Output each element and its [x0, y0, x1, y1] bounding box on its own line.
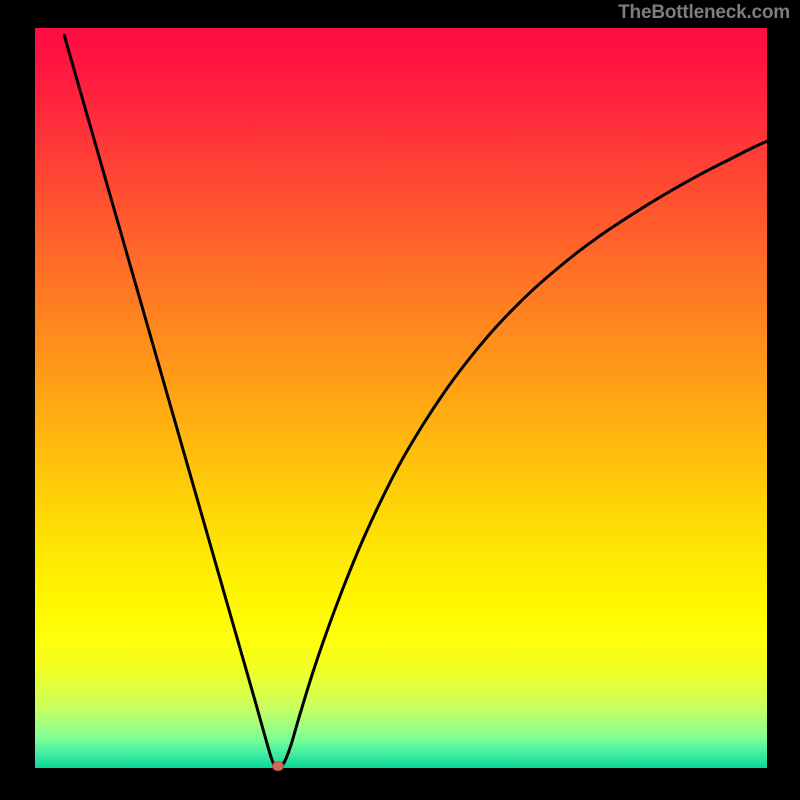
- plot-background: [35, 28, 767, 768]
- watermark-label: TheBottleneck.com: [618, 2, 790, 24]
- chart-stage: TheBottleneck.com: [0, 0, 800, 800]
- bottleneck-chart: [0, 0, 800, 800]
- optimal-point-marker: [273, 762, 284, 771]
